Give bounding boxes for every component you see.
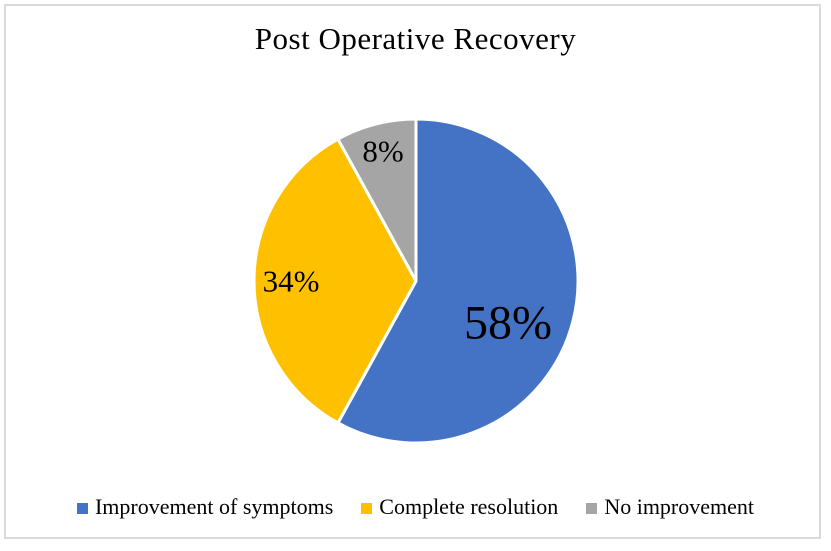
legend: Improvement of symptoms Complete resoluti…	[0, 494, 831, 520]
pie-label-1: 34%	[263, 264, 320, 299]
legend-label: No improvement	[604, 494, 755, 519]
legend-item-1: Complete resolution	[361, 494, 558, 520]
legend-swatch-icon	[586, 503, 598, 514]
pie-slice-0	[336, 117, 580, 445]
legend-label: Complete resolution	[379, 494, 559, 519]
legend-item-2: No improvement	[586, 494, 754, 520]
pie-label-0: 58%	[464, 296, 552, 349]
legend-swatch-icon	[361, 503, 373, 514]
legend-label: Improvement of symptoms	[94, 494, 334, 519]
chart-title: Post Operative Recovery	[254, 21, 577, 56]
legend-item-0: Improvement of symptoms	[76, 494, 334, 520]
pie-slice-2	[336, 117, 418, 283]
pie-label-2: 8%	[362, 134, 403, 169]
legend-swatch-icon	[76, 503, 88, 514]
